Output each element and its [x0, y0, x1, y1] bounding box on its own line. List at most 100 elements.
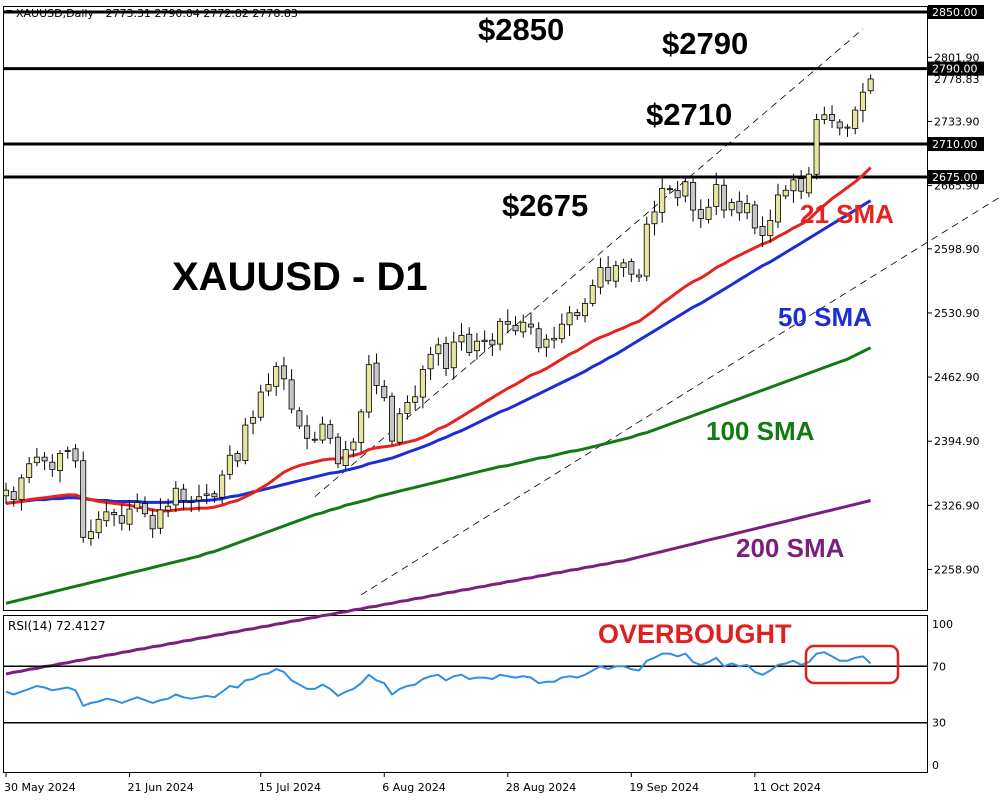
candle-body — [775, 194, 782, 223]
level-axis-box — [928, 137, 984, 152]
candle — [373, 353, 380, 395]
level-label-2675: $2675 — [502, 188, 588, 223]
channel-line — [314, 28, 864, 498]
candle-body — [172, 487, 179, 506]
level-axis-box — [928, 5, 984, 19]
candle-body — [782, 189, 789, 197]
candle — [203, 484, 210, 505]
candle — [720, 179, 727, 219]
rsi-axis-label: 30 — [932, 717, 946, 730]
candle — [628, 258, 635, 283]
candle-body — [751, 204, 758, 229]
candle-body — [57, 452, 64, 472]
candle-body — [157, 509, 164, 529]
candle-body — [481, 339, 488, 342]
candle-body — [682, 181, 689, 197]
candle-body — [257, 391, 264, 418]
candle-body — [358, 411, 365, 443]
candle — [790, 173, 797, 203]
candle-body — [605, 266, 612, 282]
candle — [852, 106, 859, 135]
candle — [466, 327, 473, 356]
date-tick-label: 28 Aug 2024 — [506, 781, 576, 794]
price-axis: 2801.902733.902665.902598.902530.902462.… — [927, 5, 984, 576]
candle-body — [798, 178, 805, 192]
candle-body — [296, 410, 303, 427]
rsi-line — [5, 651, 872, 707]
current-price-label: 2778.83 — [934, 73, 980, 86]
candle-body — [844, 126, 851, 129]
candle — [412, 385, 419, 411]
candle-body — [203, 493, 210, 496]
candle-body — [666, 188, 673, 191]
candle-body — [265, 384, 272, 392]
candle — [643, 216, 650, 282]
candle — [311, 431, 318, 443]
candle-body — [628, 261, 635, 275]
candle-body — [219, 474, 226, 498]
sma200-line — [5, 499, 871, 676]
candle — [813, 113, 820, 180]
candle-body — [705, 206, 712, 220]
candle-body — [674, 190, 681, 199]
candle — [443, 336, 450, 377]
candle — [234, 450, 241, 468]
candle — [713, 172, 720, 216]
level-label-2790: $2790 — [662, 26, 748, 61]
rsi-axis-label: 0 — [932, 759, 939, 772]
candle-body — [388, 395, 395, 442]
candle-body — [435, 344, 442, 355]
candle — [165, 498, 172, 518]
candle — [118, 504, 125, 531]
candle — [697, 199, 704, 229]
candle — [551, 326, 558, 349]
candle — [334, 433, 341, 469]
candle-body — [527, 323, 534, 328]
candle — [419, 365, 426, 409]
candle-body — [651, 211, 658, 225]
candle-body — [404, 402, 411, 414]
candle-body — [852, 109, 859, 129]
overbought-label: OVERBOUGHT — [598, 619, 792, 649]
candle — [304, 415, 311, 450]
candle-body — [589, 285, 596, 304]
candle-body — [165, 505, 172, 511]
candle-body — [543, 338, 550, 348]
candle-body — [473, 340, 480, 352]
level-axis-label: 2675.00 — [932, 171, 978, 184]
candle — [504, 309, 511, 334]
level-axis-box — [928, 170, 984, 185]
candle-body — [551, 337, 558, 341]
candle-body — [443, 343, 450, 369]
candle — [33, 448, 40, 467]
candle — [497, 318, 504, 351]
date-tick-label: 21 Jun 2024 — [128, 781, 194, 794]
date-tick-label: 19 Sep 2024 — [629, 781, 699, 794]
candle-body — [373, 362, 380, 386]
candle — [636, 268, 643, 283]
candle-body — [87, 531, 94, 539]
candle — [10, 486, 17, 507]
candle — [257, 384, 264, 422]
candle-body — [226, 454, 233, 475]
candle — [103, 501, 110, 527]
candle-body — [412, 396, 419, 403]
candle — [396, 408, 403, 446]
candle — [435, 337, 442, 366]
candle — [319, 416, 326, 444]
candle — [543, 334, 550, 357]
candle-body — [597, 267, 604, 288]
candle — [26, 457, 33, 484]
candle-body — [419, 369, 426, 398]
candle-body — [458, 335, 465, 343]
price-tick-label: 2733.90 — [934, 115, 980, 128]
candle-body — [18, 477, 25, 500]
candle — [95, 511, 102, 539]
candle — [798, 170, 805, 200]
candle-body — [489, 339, 496, 346]
candle — [49, 454, 56, 477]
candle-body — [95, 518, 102, 534]
candle-body — [813, 119, 820, 175]
sma50-label: 50 SMA — [778, 302, 872, 332]
sma100-line — [5, 346, 872, 605]
